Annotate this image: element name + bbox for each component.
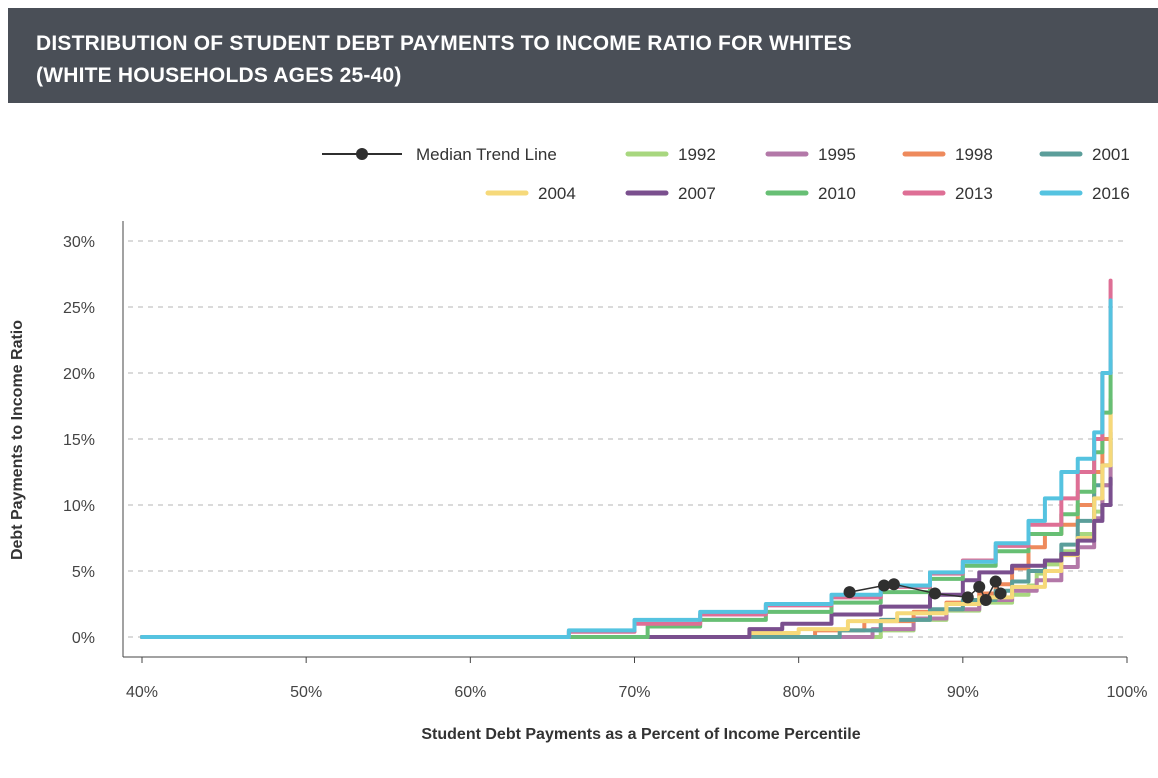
- y-tick-label: 5%: [72, 564, 95, 581]
- legend-label-2007: 2007: [678, 184, 716, 203]
- median-point: [843, 586, 856, 599]
- x-tick-label: 100%: [1107, 684, 1148, 701]
- median-point: [994, 587, 1007, 600]
- legend-label-1995: 1995: [818, 145, 856, 164]
- series-line-2001: [140, 430, 1113, 639]
- series-line-2013: [140, 278, 1113, 639]
- chart-grid: [128, 240, 1127, 638]
- y-axis-label: Debt Payments to Income Ratio: [9, 320, 26, 560]
- x-axis-label: Student Debt Payments as a Percent of In…: [421, 726, 860, 743]
- y-tick-label: 10%: [63, 498, 95, 515]
- median-point: [973, 580, 986, 593]
- series-line-2016: [140, 298, 1113, 639]
- median-point: [887, 578, 900, 591]
- legend-label-2016: 2016: [1092, 184, 1130, 203]
- y-tick-label: 20%: [63, 366, 95, 383]
- legend-median-marker: [356, 148, 368, 160]
- chart-title-line-2: (WHITE HOUSEHOLDS AGES 25-40): [36, 64, 402, 87]
- legend-label-1998: 1998: [955, 145, 993, 164]
- x-tick-label: 60%: [454, 684, 486, 701]
- legend-label-2001: 2001: [1092, 145, 1130, 164]
- chart-series: [140, 278, 1113, 639]
- chart-title-line-1: DISTRIBUTION OF STUDENT DEBT PAYMENTS TO…: [36, 32, 852, 55]
- series-line-1995: [140, 439, 1113, 639]
- legend-label-1992: 1992: [678, 145, 716, 164]
- legend-label-2010: 2010: [818, 184, 856, 203]
- median-point: [979, 594, 992, 607]
- legend-label-2004: 2004: [538, 184, 576, 203]
- y-tick-label: 15%: [63, 432, 95, 449]
- median-point: [989, 575, 1002, 588]
- y-tick-label: 30%: [63, 234, 95, 251]
- y-tick-label: 25%: [63, 300, 95, 317]
- median-point: [878, 579, 891, 592]
- x-tick-label: 90%: [947, 684, 979, 701]
- x-tick-label: 50%: [290, 684, 322, 701]
- chart-header: DISTRIBUTION OF STUDENT DEBT PAYMENTS TO…: [8, 8, 1158, 103]
- line-chart: Median Trend Line 1992 1995 1998 2001 2004 200…: [9, 145, 1147, 743]
- legend-label-2013: 2013: [955, 184, 993, 203]
- x-tick-label: 70%: [618, 684, 650, 701]
- series-line-2007: [140, 476, 1113, 639]
- chart-legend: Median Trend Line 1992 1995 1998 2001 2004 200…: [322, 145, 1130, 203]
- median-point: [928, 587, 941, 600]
- series-line-2004: [140, 410, 1113, 639]
- y-tick-label: 0%: [72, 630, 95, 647]
- x-tick-label: 80%: [783, 684, 815, 701]
- chart-axes: 0% 5% 10% 15% 20% 25% 30% 40% 50% 60% 70% 80% 90% 100…: [63, 221, 1147, 701]
- median-trend-line: [843, 575, 1007, 607]
- x-tick-label: 40%: [126, 684, 158, 701]
- legend-label-median: Median Trend Line: [416, 145, 557, 164]
- median-point: [961, 591, 974, 604]
